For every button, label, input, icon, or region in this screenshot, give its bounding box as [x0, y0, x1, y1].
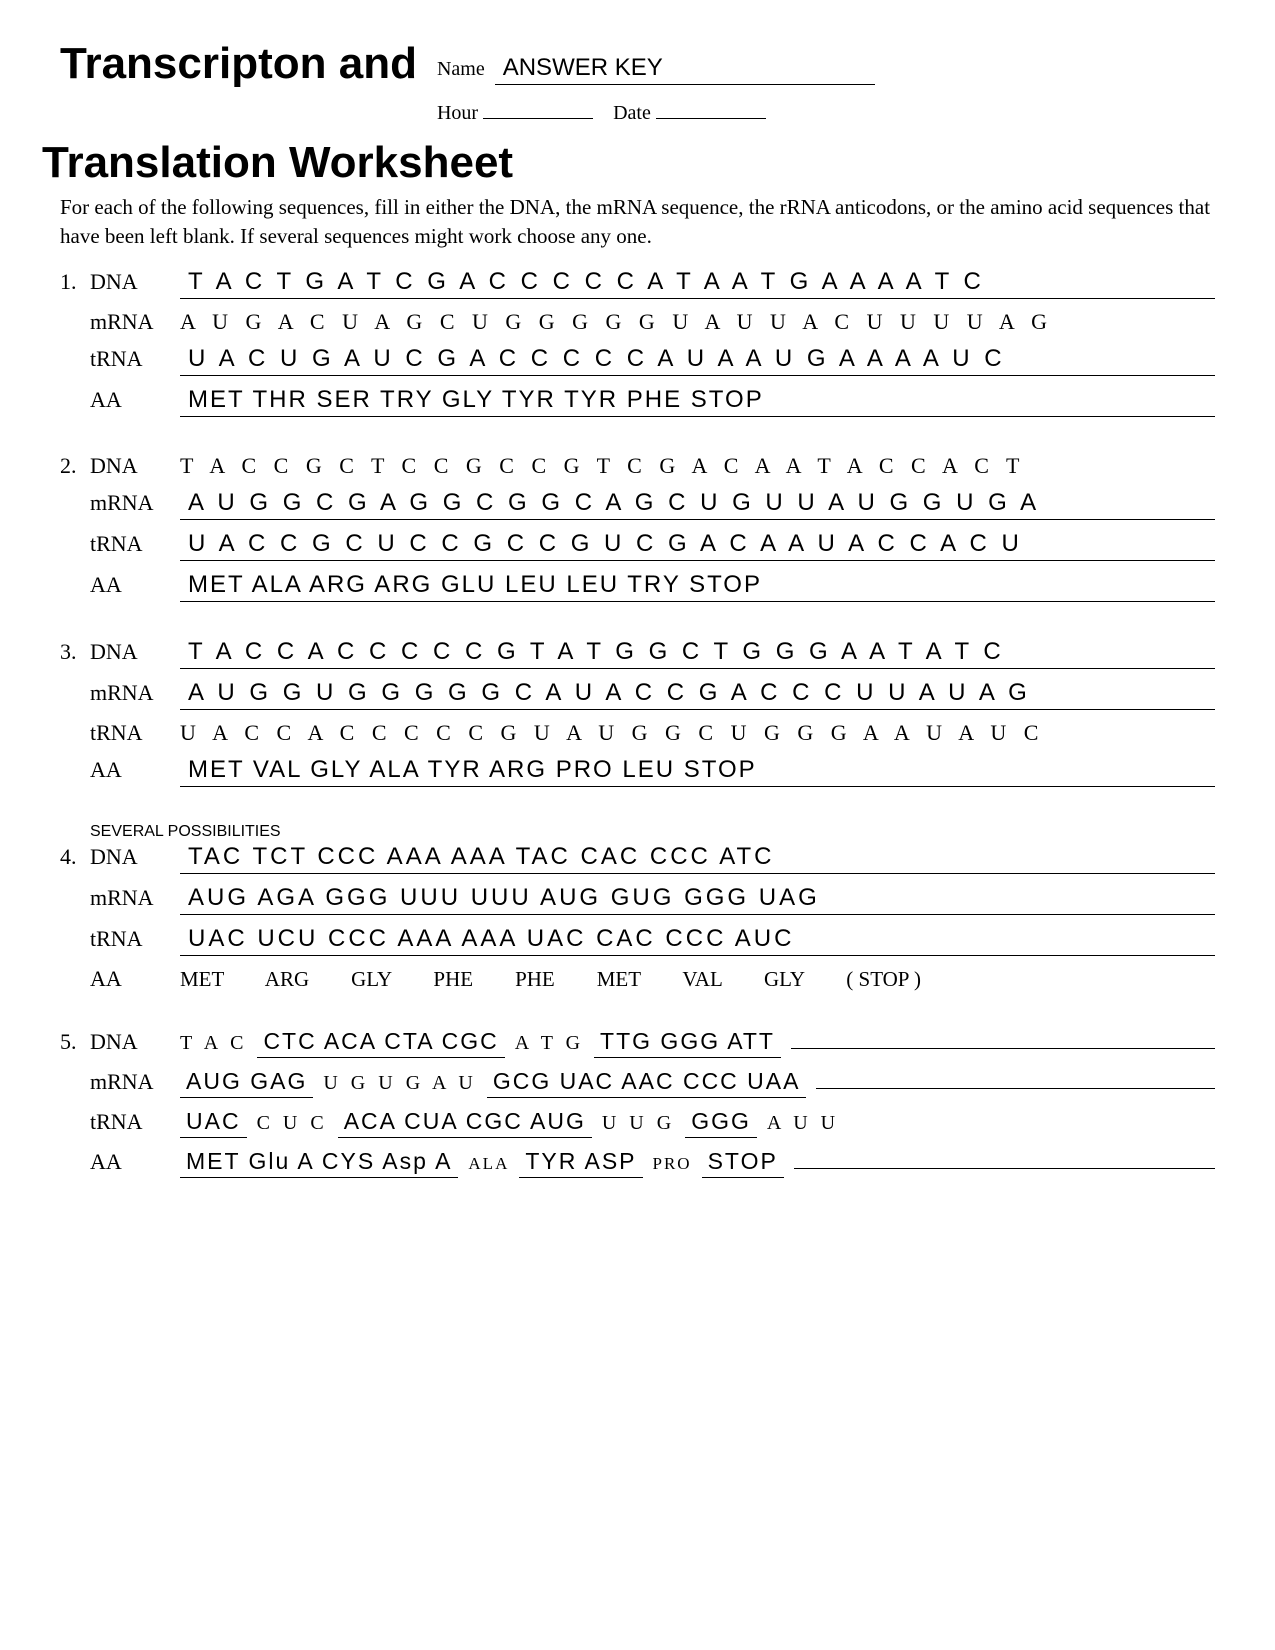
meta-block: Name ANSWER KEY Hour Date [437, 40, 875, 135]
worksheet-page: Transcripton and Name ANSWER KEY Hour Da… [0, 0, 1275, 1650]
p4-dna-row: 4. DNA TAC TCT CCC AAA AAA TAC CAC CCC A… [60, 843, 1215, 874]
mrna-label: mRNA [90, 309, 180, 335]
p5-mrna-frag1: AUG GAG [180, 1068, 313, 1098]
p2-trna: U A C C G C U C C G C C G U C G A C A A … [180, 530, 1215, 561]
p5-trna-frag2: ACA CUA CGC AUG [338, 1108, 592, 1138]
p3-num: 3. [60, 639, 90, 665]
p1-trna-row: tRNA U A C U G A U C G A C C C C C A U A… [60, 345, 1215, 376]
p5-dna-frag2: TTG GGG ATT [594, 1028, 781, 1058]
p5-aa-frag2: TYR ASP [519, 1148, 642, 1178]
p5-trna-mid2: U U G [602, 1112, 675, 1135]
problem-4: 4. DNA TAC TCT CCC AAA AAA TAC CAC CCC A… [60, 843, 1215, 992]
aa-label: AA [90, 387, 180, 413]
p5-trna-row: tRNA UAC C U C ACA CUA CGC AUG U U G GGG… [60, 1108, 1215, 1138]
date-value [656, 95, 766, 119]
p5-dna-mid: A T G [515, 1032, 584, 1055]
p5-aa-frag1: MET Glu A CYS Asp A [180, 1148, 458, 1178]
p1-dna: T A C T G A T C G A C C C C C A T A A T … [180, 268, 1215, 299]
hour-value [483, 95, 593, 119]
dna-label: DNA [90, 269, 180, 295]
p2-num: 2. [60, 453, 90, 479]
p2-mrna: A U G G C G A G G C G G C A G C U G U U … [180, 489, 1215, 520]
p5-aa-row: AA MET Glu A CYS Asp A ALA TYR ASP PRO S… [60, 1148, 1215, 1178]
p5-trna-post: A U U [767, 1112, 839, 1135]
problem-2: 2. DNA T A C C G C T C C G C C G T C G A… [60, 453, 1215, 602]
instructions: For each of the following sequences, fil… [60, 193, 1215, 250]
trna-label: tRNA [90, 346, 180, 372]
date-label: Date [613, 102, 651, 124]
hour-date-row: Hour Date [437, 95, 875, 125]
p5-dna-row: 5. DNA T A C CTC ACA CTA CGC A T G TTG G… [60, 1028, 1215, 1058]
p4-trna-row: tRNA UAC UCU CCC AAA AAA UAC CAC CCC AUC [60, 925, 1215, 956]
p4-mrna: AUG AGA GGG UUU UUU AUG GUG GGG UAG [180, 884, 1215, 915]
p5-trna-frag1: UAC [180, 1108, 247, 1138]
p1-num: 1. [60, 269, 90, 295]
title-line1: Transcripton and [60, 40, 417, 88]
p5-trna-frag3: GGG [685, 1108, 757, 1138]
p5-num: 5. [60, 1029, 90, 1055]
p5-aa-frag3: STOP [702, 1148, 784, 1178]
p5-dna-pre: T A C [180, 1032, 247, 1055]
p1-aa: MET THR SER TRY GLY TYR TYR PHE STOP [180, 386, 1215, 417]
name-label: Name [437, 58, 485, 81]
p2-aa: MET ALA ARG ARG GLU LEU LEU TRY STOP [180, 571, 1215, 602]
p2-dna-row: 2. DNA T A C C G C T C C G C C G T C G A… [60, 453, 1215, 479]
p5-dna-frag1: CTC ACA CTA CGC [257, 1028, 504, 1058]
p4-num: 4. [60, 844, 90, 870]
title-line2: Translation Worksheet [42, 139, 1215, 187]
p4-dna: TAC TCT CCC AAA AAA TAC CAC CCC ATC [180, 843, 1215, 874]
p5-mrna-mid: U G U G A U [323, 1072, 476, 1095]
p5-aa-mid2: PRO [653, 1154, 692, 1174]
p1-mrna: A U G A C U A G C U G G G G G U A U U A … [180, 309, 1215, 335]
p3-aa-row: AA MET VAL GLY ALA TYR ARG PRO LEU STOP [60, 756, 1215, 787]
p5-aa: MET Glu A CYS Asp A ALA TYR ASP PRO STOP [180, 1148, 1215, 1178]
p2-mrna-row: mRNA A U G G C G A G G C G G C A G C U G… [60, 489, 1215, 520]
p4-mrna-row: mRNA AUG AGA GGG UUU UUU AUG GUG GGG UAG [60, 884, 1215, 915]
p3-mrna: A U G G U G G G G G C A U A C C G A C C … [180, 679, 1215, 710]
p1-trna: U A C U G A U C G A C C C C C A U A A U … [180, 345, 1215, 376]
p1-dna-row: 1. DNA T A C T G A T C G A C C C C C A T… [60, 268, 1215, 299]
problem-3: 3. DNA T A C C A C C C C C G T A T G G C… [60, 638, 1215, 787]
p4-aa-row: AA MET ARG GLY PHE PHE MET VAL GLY ( STO… [60, 966, 1215, 992]
name-row: Name ANSWER KEY [437, 54, 875, 85]
p5-trna: UAC C U C ACA CUA CGC AUG U U G GGG A U … [180, 1108, 1215, 1138]
p3-aa: MET VAL GLY ALA TYR ARG PRO LEU STOP [180, 756, 1215, 787]
p3-trna: U A C C A C C C C C G U A U G G C U G G … [180, 720, 1215, 746]
note-4: SEVERAL POSSIBILITIES [90, 823, 1215, 841]
p2-trna-row: tRNA U A C C G C U C C G C C G U C G A C… [60, 530, 1215, 561]
p5-aa-mid1: ALA [468, 1154, 509, 1174]
p5-mrna-frag2: GCG UAC AAC CCC UAA [487, 1068, 807, 1098]
header: Transcripton and Name ANSWER KEY Hour Da… [60, 40, 1215, 135]
p4-trna: UAC UCU CCC AAA AAA UAC CAC CCC AUC [180, 925, 1215, 956]
p3-trna-row: tRNA U A C C A C C C C C G U A U G G C U… [60, 720, 1215, 746]
problem-5: 5. DNA T A C CTC ACA CTA CGC A T G TTG G… [60, 1028, 1215, 1178]
p2-aa-row: AA MET ALA ARG ARG GLU LEU LEU TRY STOP [60, 571, 1215, 602]
p1-mrna-row: mRNA A U G A C U A G C U G G G G G U A U… [60, 309, 1215, 335]
p4-aa: MET ARG GLY PHE PHE MET VAL GLY ( STOP ) [180, 967, 1215, 992]
hour-label: Hour [437, 102, 478, 124]
p5-mrna: AUG GAG U G U G A U GCG UAC AAC CCC UAA [180, 1068, 1215, 1098]
problems: 1. DNA T A C T G A T C G A C C C C C A T… [60, 268, 1215, 1178]
p5-mrna-row: mRNA AUG GAG U G U G A U GCG UAC AAC CCC… [60, 1068, 1215, 1098]
name-value: ANSWER KEY [495, 54, 875, 85]
p3-dna-row: 3. DNA T A C C A C C C C C G T A T G G C… [60, 638, 1215, 669]
p3-mrna-row: mRNA A U G G U G G G G G C A U A C C G A… [60, 679, 1215, 710]
p5-trna-mid1: C U C [257, 1112, 328, 1135]
p1-aa-row: AA MET THR SER TRY GLY TYR TYR PHE STOP [60, 386, 1215, 417]
p5-dna: T A C CTC ACA CTA CGC A T G TTG GGG ATT [180, 1028, 1215, 1058]
p2-dna: T A C C G C T C C G C C G T C G A C A A … [180, 453, 1215, 479]
problem-1: 1. DNA T A C T G A T C G A C C C C C A T… [60, 268, 1215, 417]
p3-dna: T A C C A C C C C C G T A T G G C T G G … [180, 638, 1215, 669]
